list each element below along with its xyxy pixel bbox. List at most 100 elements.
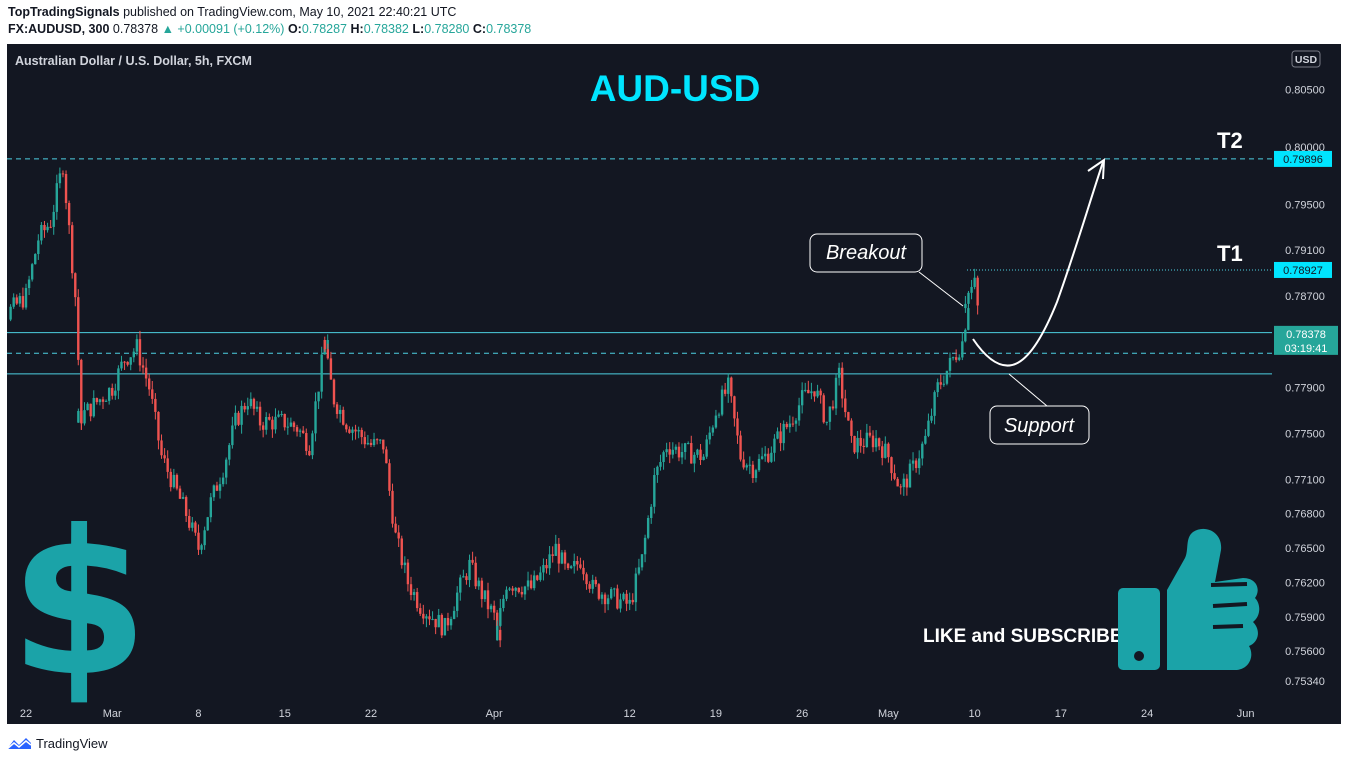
candle-body	[594, 579, 597, 585]
low-value: 0.78280	[424, 22, 470, 36]
candle-body	[320, 354, 323, 392]
t1-label: T1	[1217, 241, 1243, 266]
candle-body	[837, 367, 841, 378]
candle-body	[970, 286, 973, 293]
candle-body	[197, 532, 200, 550]
price-tick-label: 0.80500	[1285, 85, 1325, 97]
candle-body	[588, 584, 591, 589]
candle-body	[342, 409, 345, 425]
price-change: ▲ +0.00091 (+0.12%)	[161, 22, 285, 36]
candle-body	[24, 288, 28, 308]
publish-info: TopTradingSignals published on TradingVi…	[8, 5, 456, 19]
ohlc-legend: FX:AUDUSD, 300 0.78378 ▲ +0.00091 (+0.12…	[8, 22, 531, 36]
candle-body	[67, 203, 71, 226]
candle-body	[409, 584, 413, 595]
candle-body	[782, 423, 785, 444]
candle-body	[877, 438, 881, 447]
candle-body	[92, 398, 95, 417]
candle-body	[286, 426, 289, 428]
chart-title: Australian Dollar / U.S. Dollar, 5h, FXC…	[15, 54, 252, 68]
candle-body	[101, 399, 105, 402]
price-axis[interactable]: 0.805000.800000.795000.791000.787000.779…	[1285, 85, 1325, 688]
candle-body	[520, 591, 524, 595]
candle-body	[249, 398, 253, 407]
t2-label: T2	[1217, 128, 1243, 153]
candle-body	[844, 398, 847, 413]
candle-body	[277, 414, 280, 417]
candle-body	[942, 383, 946, 385]
candle-body	[631, 599, 634, 603]
candle-body	[653, 475, 656, 507]
projection-arrow-path	[972, 161, 1104, 367]
candle-body	[375, 439, 379, 441]
candle-body	[517, 587, 520, 592]
candle-body	[43, 224, 46, 231]
tradingview-logo-icon[interactable]	[6, 735, 32, 751]
price-tick-label: 0.76200	[1285, 577, 1325, 589]
candle-body	[369, 442, 373, 446]
candle-body	[800, 390, 804, 406]
candles	[9, 167, 979, 648]
candlestick-chart[interactable]: Australian Dollar / U.S. Dollar, 5h, FXC…	[7, 44, 1341, 724]
candle-body	[646, 517, 650, 538]
publisher-name[interactable]: TopTradingSignals	[8, 5, 120, 19]
tradingview-brand[interactable]: TradingView	[36, 735, 108, 751]
candle-body	[323, 340, 326, 350]
candle-body	[708, 432, 711, 440]
published-text: published on TradingView.com, May 10, 20…	[123, 5, 457, 19]
candle-body	[114, 390, 117, 396]
candle-body	[446, 618, 450, 626]
candle-body	[382, 439, 385, 450]
candle-body	[868, 432, 872, 436]
candle-body	[246, 406, 249, 410]
candle-body	[52, 211, 55, 227]
candle-body	[662, 452, 665, 463]
candle-body	[449, 618, 453, 626]
candle-body	[924, 435, 927, 444]
candle-body	[385, 449, 388, 464]
candle-body	[258, 406, 262, 426]
chart-panel[interactable]: Australian Dollar / U.S. Dollar, 5h, FXC…	[7, 44, 1341, 724]
headline: AUD-USD	[590, 68, 761, 109]
candle-body	[443, 618, 447, 636]
candle-body	[83, 410, 86, 424]
candle-body	[610, 589, 613, 599]
support-pointer	[1008, 373, 1048, 407]
candle-body	[807, 389, 810, 394]
candle-body	[582, 567, 585, 575]
candle-body	[896, 478, 899, 487]
close-label: C:	[472, 22, 487, 36]
candle-body	[606, 598, 610, 605]
candle-body	[243, 405, 246, 410]
time-axis[interactable]: 22 Mar 8 15 22 Apr 12 19 26 May 10 17 24 Jun	[20, 708, 1255, 720]
candle-body	[893, 473, 896, 479]
candle-body	[425, 616, 428, 619]
candle-body	[151, 389, 154, 399]
candle-body	[828, 406, 832, 422]
candle-body	[462, 576, 465, 578]
candle-body	[283, 414, 286, 428]
candle-body	[859, 437, 862, 446]
open-label: O:	[287, 22, 302, 36]
candle-body	[120, 361, 123, 369]
candle-body	[252, 398, 256, 409]
candle-body	[918, 458, 921, 469]
candle-body	[394, 523, 397, 533]
candle-body	[77, 297, 80, 360]
candle-body	[862, 445, 865, 448]
candle-body	[215, 485, 219, 491]
candle-body	[403, 562, 407, 566]
candle-body	[496, 625, 499, 641]
candle-body	[683, 443, 687, 453]
high-value: 0.78382	[363, 22, 409, 36]
candle-body	[348, 429, 351, 433]
candle-body	[656, 466, 659, 476]
time-tick-label: 22	[20, 708, 32, 720]
candle-body	[659, 462, 662, 467]
candle-body	[30, 264, 34, 280]
currency-badge[interactable]: USD	[1291, 50, 1321, 68]
candle-body	[80, 410, 83, 424]
candle-body	[388, 463, 391, 491]
cta-label: LIKE and SUBSCRIBE	[923, 626, 1123, 647]
candle-body	[465, 576, 468, 581]
